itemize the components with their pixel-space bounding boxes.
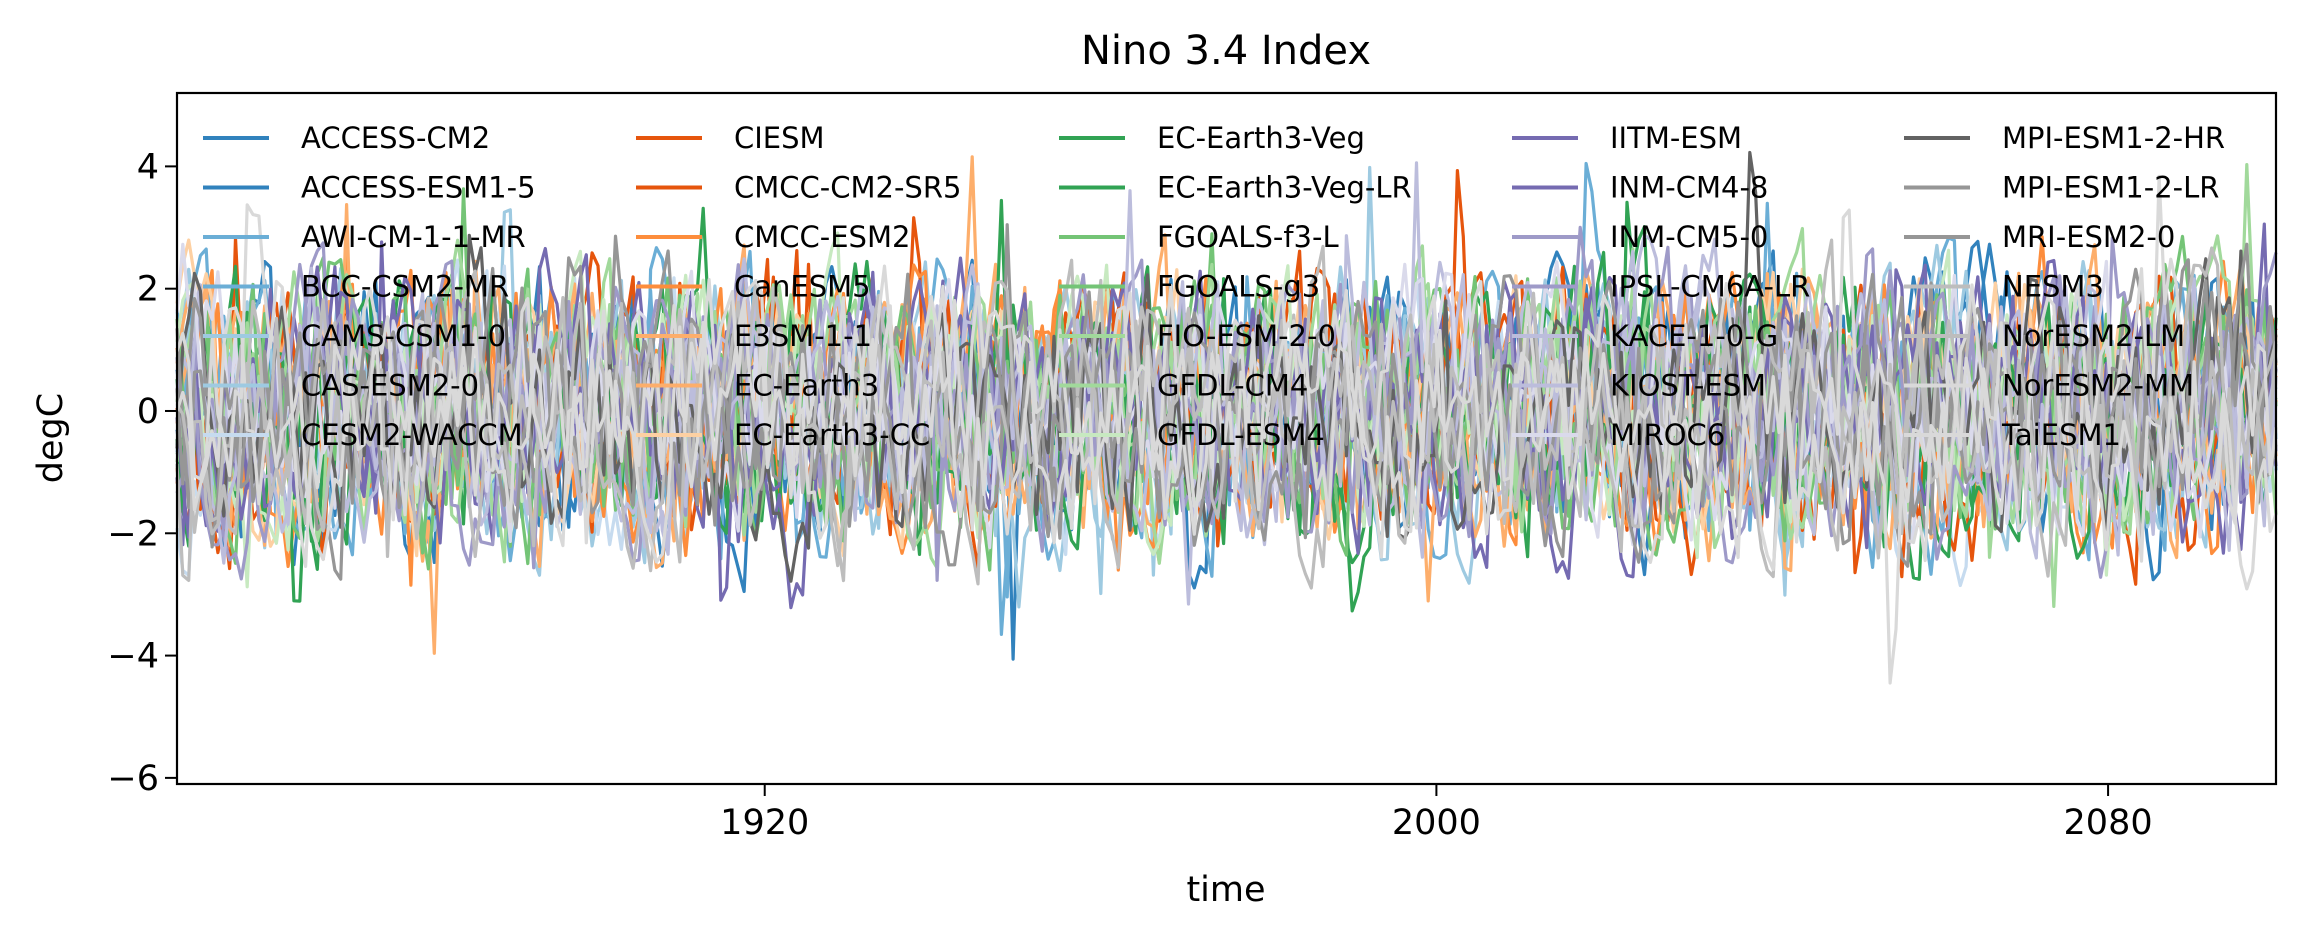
legend-label: EC-Earth3 — [734, 369, 879, 403]
series-line — [175, 203, 2278, 685]
legend-label: NorESM2-LM — [2002, 319, 2185, 353]
legend-label: INM-CM5-0 — [1610, 220, 1768, 254]
legend-label: CMCC-ESM2 — [734, 220, 910, 254]
legend-label: BCC-CSM2-MR — [301, 270, 509, 304]
legend-label: MPI-ESM1-2-HR — [2002, 121, 2225, 155]
plot-frame — [175, 91, 2278, 786]
x-tick-label: 1920 — [720, 803, 809, 843]
legend-label: CanESM5 — [734, 270, 871, 304]
y-axis-label: degC — [31, 393, 71, 483]
legend-label: E3SM-1-1 — [734, 319, 872, 353]
y-tick-label: 0 — [137, 392, 159, 432]
legend-label: CESM2-WACCM — [301, 418, 523, 452]
legend-label: TaiESM1 — [2001, 418, 2121, 452]
legend-label: INM-CM4-8 — [1610, 171, 1768, 205]
series-line — [175, 174, 2278, 565]
legend-label: CAS-ESM2-0 — [301, 369, 479, 403]
y-tick-label: 2 — [137, 270, 159, 310]
legend-label: MIROC6 — [1610, 418, 1725, 452]
x-tick-label: 2000 — [1392, 803, 1481, 843]
legend-label: CIESM — [734, 121, 825, 155]
y-axis: 4 2 0 −2 −4 −6 — [107, 147, 177, 799]
legend-label: ACCESS-CM2 — [301, 121, 490, 155]
legend-label: MPI-ESM1-2-LR — [2002, 171, 2219, 205]
legend-label: FIO-ESM-2-0 — [1157, 319, 1336, 353]
legend-label: GFDL-CM4 — [1157, 369, 1308, 403]
x-axis-label: time — [1186, 870, 1265, 910]
legend-label: NorESM2-MM — [2002, 369, 2194, 403]
legend-label: KACE-1-0-G — [1610, 319, 1778, 353]
chart-title: Nino 3.4 Index — [1081, 28, 1371, 74]
legend-label: NESM3 — [2002, 270, 2104, 304]
legend-label: IITM-ESM — [1610, 121, 1742, 155]
legend-label: FGOALS-g3 — [1157, 270, 1320, 304]
legend: ACCESS-CM2 ACCESS-ESM1-5 AWI-CM-1-1-MR BCC-… — [203, 121, 2225, 452]
x-tick-label: 2080 — [2064, 803, 2153, 843]
x-axis: 1920 2000 2080 — [720, 784, 2153, 843]
legend-label: ACCESS-ESM1-5 — [301, 171, 536, 205]
legend-label: EC-Earth3-Veg-LR — [1157, 171, 1412, 205]
y-tick-label: −2 — [107, 514, 159, 554]
legend-label: CAMS-CSM1-0 — [301, 319, 506, 353]
legend-label: FGOALS-f3-L — [1157, 220, 1339, 254]
series-layer — [175, 150, 2278, 685]
legend-label: IPSL-CM6A-LR — [1610, 270, 1810, 304]
legend-label: MRI-ESM2-0 — [2002, 220, 2175, 254]
y-tick-label: 4 — [137, 147, 159, 187]
legend-label: AWI-CM-1-1-MR — [301, 220, 526, 254]
legend-label: GFDL-ESM4 — [1157, 418, 1325, 452]
legend-label: CMCC-CM2-SR5 — [734, 171, 961, 205]
legend-label: EC-Earth3-CC — [734, 418, 930, 452]
series-line — [175, 238, 2278, 590]
y-tick-label: −4 — [107, 637, 159, 677]
y-tick-label: −6 — [107, 759, 159, 799]
legend-label: EC-Earth3-Veg — [1157, 121, 1365, 155]
legend-label: KIOST-ESM — [1610, 369, 1766, 403]
